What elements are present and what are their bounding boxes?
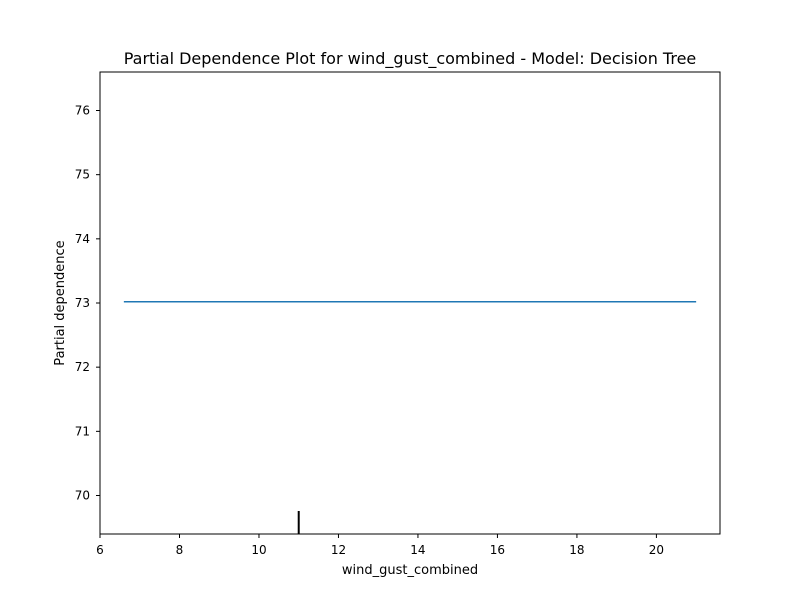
x-tick-label: 8 — [176, 543, 184, 557]
x-tick-label: 20 — [649, 543, 664, 557]
x-tick-label: 10 — [251, 543, 266, 557]
y-tick-label: 73 — [75, 296, 90, 310]
x-tick-label: 18 — [569, 543, 584, 557]
x-tick-label: 16 — [490, 543, 505, 557]
x-axis: 6 8 10 12 14 16 18 20 — [96, 534, 664, 557]
y-tick-label: 75 — [75, 168, 90, 182]
y-tick-label: 71 — [75, 424, 90, 438]
y-tick-label: 72 — [75, 360, 90, 374]
y-axis-label: Partial dependence — [53, 240, 68, 365]
y-axis: 70 71 72 73 74 75 76 — [75, 104, 100, 503]
x-tick-label: 6 — [96, 543, 104, 557]
chart-title: Partial Dependence Plot for wind_gust_co… — [124, 49, 697, 69]
x-tick-label: 12 — [331, 543, 346, 557]
y-tick-label: 76 — [75, 104, 90, 118]
x-axis-label: wind_gust_combined — [342, 563, 478, 578]
y-tick-label: 70 — [75, 489, 90, 503]
y-tick-label: 74 — [75, 232, 90, 246]
plot-area — [123, 300, 697, 534]
x-tick-label: 14 — [410, 543, 425, 557]
